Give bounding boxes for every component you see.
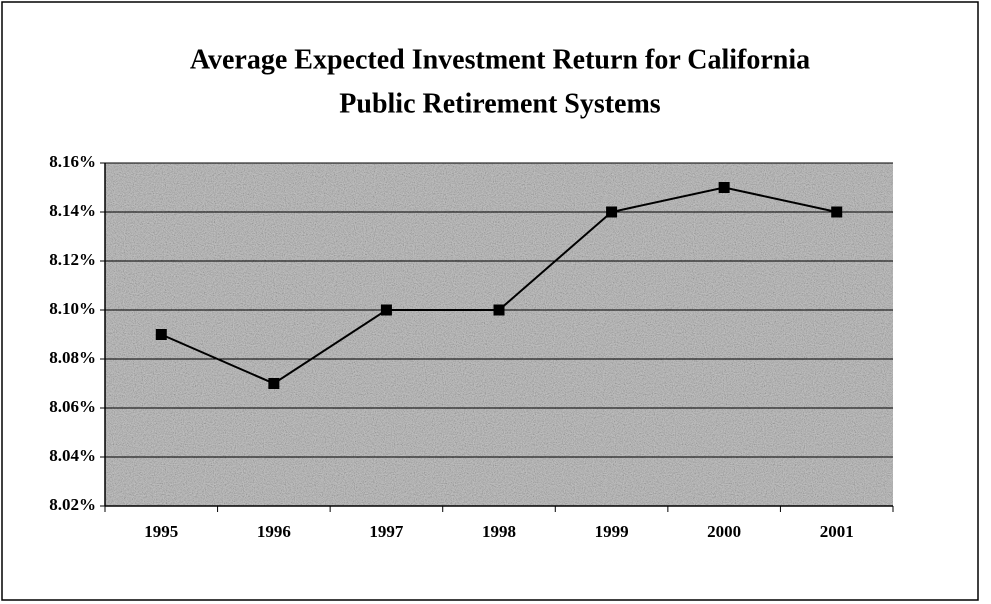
marker (268, 378, 280, 389)
x-tick-label: 1995 (144, 522, 178, 541)
x-tick-label: 2000 (707, 522, 741, 541)
marker (380, 304, 392, 316)
marker (718, 182, 730, 193)
marker (831, 206, 843, 218)
plot-area (105, 163, 893, 506)
marker (493, 304, 505, 316)
x-tick-label: 1997 (369, 522, 404, 541)
x-tick-label: 1998 (482, 522, 516, 541)
y-tick-label: 8.12% (49, 250, 96, 269)
chart-title: Public Retirement Systems (339, 88, 661, 119)
y-tick-label: 8.14% (49, 201, 96, 220)
chart-title: Average Expected Investment Return for C… (190, 44, 810, 75)
y-tick-label: 8.08% (49, 348, 96, 367)
marker (155, 329, 167, 340)
x-tick-label: 2001 (820, 522, 854, 541)
y-tick-label: 8.10% (49, 299, 96, 318)
y-tick-label: 8.02% (49, 495, 96, 514)
x-tick-label: 1999 (595, 522, 629, 541)
marker (606, 206, 618, 218)
x-tick-label: 1996 (257, 522, 291, 541)
y-tick-label: 8.04% (49, 446, 96, 465)
y-tick-label: 8.16% (49, 152, 96, 171)
y-tick-label: 8.06% (49, 397, 96, 416)
